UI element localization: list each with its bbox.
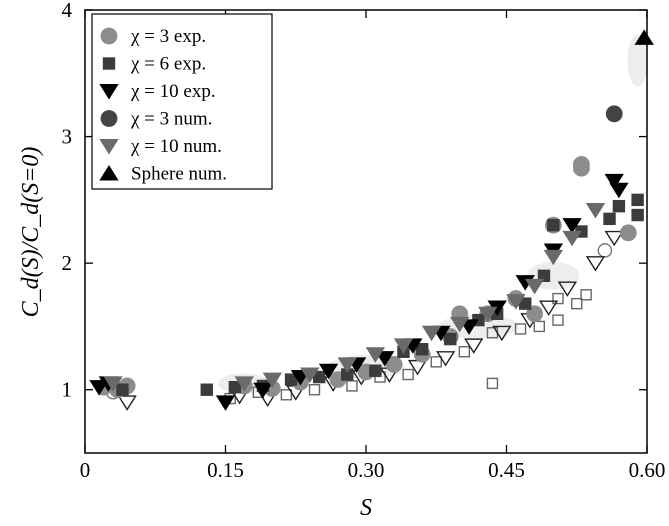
hollow-square-point	[346, 380, 358, 392]
series-3-point	[605, 105, 623, 123]
legend-items: χ = 3 exp. χ = 6 exp. χ = 10 exp. χ = 3 num…	[99, 26, 227, 185]
legend-label: χ = 3 exp.	[130, 26, 206, 47]
series-2-point	[375, 351, 395, 367]
series-1-point	[603, 212, 616, 226]
series-1-point	[116, 383, 129, 396]
series-4-point	[450, 316, 470, 333]
series-0-point	[573, 156, 590, 173]
y-tick-label: 1	[62, 378, 73, 402]
legend-marker	[99, 138, 119, 155]
legend: χ = 3 exp. χ = 6 exp. χ = 10 exp. χ = 3 num…	[91, 13, 273, 190]
series-4-point	[478, 306, 498, 323]
legend-label: χ = 3 num.	[130, 109, 212, 130]
legend-box	[91, 13, 273, 190]
series-4-point	[421, 325, 442, 342]
series-0-point	[619, 224, 637, 242]
series-4-point	[393, 338, 414, 354]
series-1-point	[537, 269, 551, 282]
series-1-point	[284, 373, 298, 386]
legend-marker	[100, 110, 118, 127]
legend-label: χ = 6 exp.	[130, 54, 206, 75]
hollow-triangle-point	[492, 325, 512, 342]
hollow-square-point	[486, 377, 499, 390]
hollow-triangle-point	[585, 256, 606, 272]
axis-ticks: 0 0.15 0.30 0.45 0.60 1 2 3 4	[62, 0, 666, 482]
hollow-square-point	[552, 292, 564, 305]
hollow-square-point	[533, 320, 545, 333]
series-4-point	[262, 372, 282, 389]
series-2-point	[215, 395, 236, 411]
data-points	[89, 29, 654, 411]
x-tick-label: 0.15	[207, 458, 244, 482]
hollow-square-point	[571, 297, 583, 310]
hollow-triangle-point	[435, 351, 456, 367]
series-5-point	[634, 29, 654, 45]
legend-marker	[102, 57, 116, 70]
hollow-triangle-point	[604, 230, 624, 247]
series-2-point	[562, 218, 582, 234]
series-1-point	[547, 218, 560, 232]
hollow-square-point	[430, 356, 442, 368]
series-2-point	[318, 363, 339, 380]
legend-marker	[99, 165, 119, 181]
series-1-point	[312, 370, 326, 384]
hollow-square-point	[514, 323, 527, 335]
x-tick-label: 0.45	[488, 458, 525, 482]
series-4-point	[543, 249, 563, 266]
series-4-point	[506, 294, 526, 310]
legend-label: χ = 10 num.	[130, 136, 222, 157]
y-tick-label: 2	[62, 251, 73, 275]
series-1-point	[631, 193, 644, 207]
hollow-square-point	[552, 314, 564, 326]
y-axis-label: C_d(S)/C_d(S=0)	[18, 147, 44, 318]
x-tick-label: 0	[80, 458, 91, 482]
series-4-point	[103, 376, 123, 392]
series-1-point	[228, 380, 242, 394]
series-1-point	[519, 297, 532, 310]
series-1-point	[200, 383, 213, 396]
series-4-point	[300, 367, 320, 383]
x-axis-label: S	[360, 495, 372, 521]
series-2-point	[604, 173, 624, 190]
series-0-point	[385, 355, 403, 373]
series-4-point	[562, 230, 582, 247]
hollow-triangle-point	[464, 338, 484, 354]
series-4-point	[234, 376, 254, 392]
legend-label: χ = 10 exp.	[130, 81, 216, 102]
hollow-triangle-point	[117, 395, 137, 411]
y-tick-label: 4	[62, 0, 73, 22]
series-1-point	[369, 364, 382, 377]
series-0-point	[526, 305, 543, 323]
series-2-point	[89, 380, 109, 396]
x-tick-label: 0.30	[348, 458, 385, 482]
hollow-square-point	[458, 346, 471, 358]
legend-label: Sphere num.	[131, 164, 227, 185]
background-smudge-4	[627, 34, 648, 87]
hollow-triangle-point	[538, 300, 559, 316]
hollow-square-point	[580, 289, 592, 301]
hollow-square-point	[308, 384, 321, 396]
legend-marker	[99, 83, 119, 100]
series-4-point	[585, 202, 606, 219]
series-4-point	[365, 347, 386, 363]
hollow-square-point	[402, 368, 414, 381]
hollow-square-point	[280, 389, 293, 401]
series-1-point	[612, 199, 626, 213]
series-4-point	[337, 357, 357, 373]
series-1-point	[631, 208, 644, 222]
hollow-triangle-point	[557, 281, 578, 297]
x-tick-label: 0.60	[629, 458, 666, 482]
legend-marker	[100, 27, 118, 45]
series-1-point	[416, 343, 429, 356]
y-tick-label: 3	[62, 125, 73, 149]
series-2-point	[253, 382, 273, 399]
series-1-point	[444, 332, 457, 346]
series-4-point	[524, 278, 545, 295]
hollow-circle-point	[597, 243, 613, 258]
series-2-point	[609, 182, 629, 199]
